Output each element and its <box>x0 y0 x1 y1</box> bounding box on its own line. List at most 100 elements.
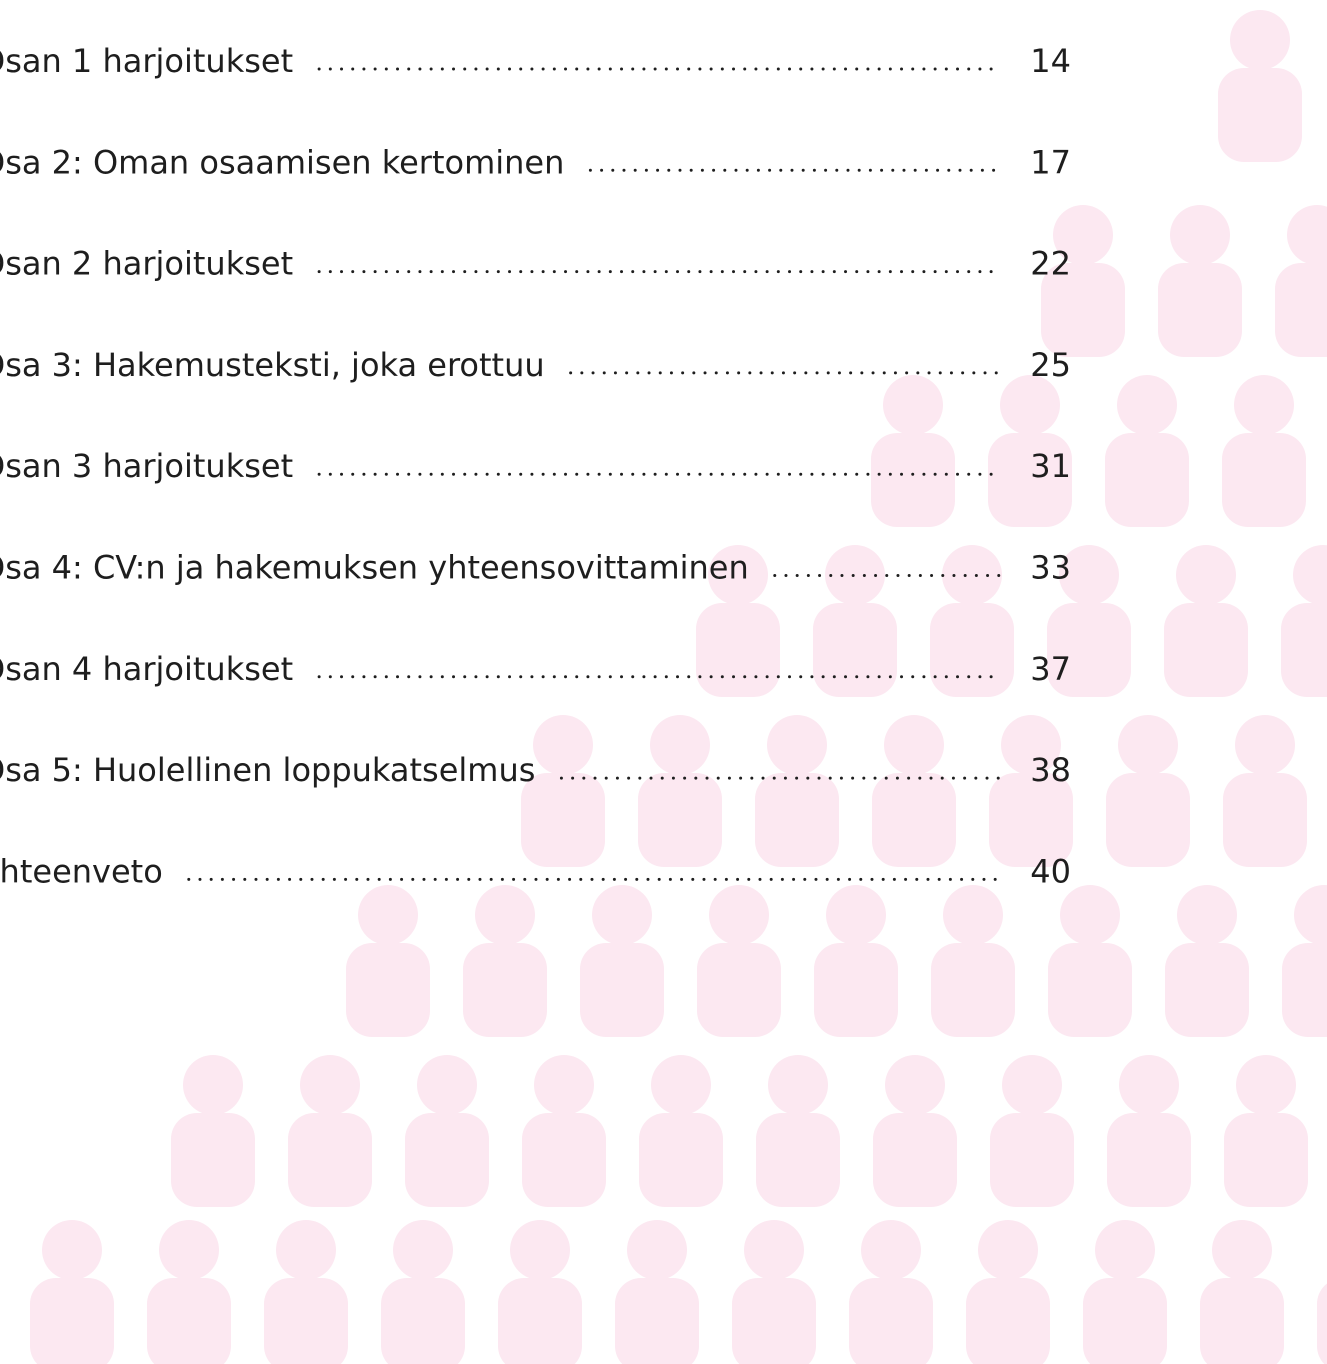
page-number: 14 <box>1030 42 1071 80</box>
person-icon <box>814 885 898 1037</box>
person-icon <box>1165 885 1249 1037</box>
person-body <box>498 1278 582 1364</box>
person-icon <box>1083 1220 1167 1364</box>
person-body <box>1107 1113 1191 1207</box>
page-number: 40 <box>1030 852 1071 890</box>
person-icon <box>1107 1055 1191 1207</box>
person-icon <box>498 1220 582 1364</box>
person-icon <box>989 715 1073 867</box>
page-number: 38 <box>1030 751 1071 789</box>
person-icon <box>638 715 722 867</box>
person-icon <box>732 1220 816 1364</box>
page-number: 17 <box>1030 143 1071 181</box>
person-body <box>696 603 780 697</box>
person-head <box>978 1220 1038 1280</box>
entry-title: Osan 2 harjoitukset <box>0 245 293 283</box>
person-body <box>463 943 547 1037</box>
person-head <box>884 715 944 775</box>
person-head <box>942 545 1002 605</box>
entry-title: Yhteenveto <box>0 852 163 890</box>
person-icon <box>521 715 605 867</box>
person-head <box>417 1055 477 1115</box>
person-icon <box>171 1055 255 1207</box>
person-body <box>30 1278 114 1364</box>
person-body <box>638 773 722 867</box>
person-body <box>147 1278 231 1364</box>
person-head <box>768 1055 828 1115</box>
person-body <box>405 1113 489 1207</box>
person-icon <box>755 715 839 867</box>
person-head <box>1095 1220 1155 1280</box>
person-body <box>1275 263 1327 357</box>
person-icon <box>580 885 664 1037</box>
person-body <box>1281 603 1327 697</box>
person-body <box>1158 263 1242 357</box>
toc-entry: Osan 2 harjoitukset 22 <box>0 245 1071 283</box>
person-icon <box>288 1055 372 1207</box>
person-head <box>861 1220 921 1280</box>
entry-title: Osa 2: Oman osaamisen kertominen <box>0 143 564 181</box>
person-head <box>300 1055 360 1115</box>
person-head <box>393 1220 453 1280</box>
person-head <box>42 1220 102 1280</box>
person-head <box>883 375 943 435</box>
toc-page: Osan 1 harjoitukset14 Osa 2: Oman osaamis… <box>0 0 1327 1364</box>
person-head <box>1287 205 1327 265</box>
toc-entry: Osa 2: Oman osaamisen kertominen 17 <box>0 143 1071 181</box>
entry-title: Osan 4 harjoitukset <box>0 650 293 688</box>
person-head <box>159 1220 219 1280</box>
person-icon <box>871 375 955 527</box>
person-icon <box>756 1055 840 1207</box>
person-body <box>1222 433 1306 527</box>
page-number: 33 <box>1030 549 1071 587</box>
person-body <box>1105 433 1189 527</box>
person-head <box>627 1220 687 1280</box>
person-body <box>264 1278 348 1364</box>
entry-title: Osa 4: CV:n ja hakemuksen yhteensovittam… <box>0 549 749 587</box>
person-body <box>931 943 1015 1037</box>
person-body <box>930 603 1014 697</box>
person-head <box>1235 715 1295 775</box>
person-icon <box>463 885 547 1037</box>
person-head <box>183 1055 243 1115</box>
person-head <box>510 1220 570 1280</box>
person-icon <box>1281 545 1327 697</box>
person-head <box>1212 1220 1272 1280</box>
person-head <box>744 1220 804 1280</box>
page-number: 22 <box>1030 245 1071 283</box>
person-body <box>639 1113 723 1207</box>
person-icon <box>1200 1220 1284 1364</box>
person-body <box>756 1113 840 1207</box>
person-icon <box>615 1220 699 1364</box>
person-head <box>358 885 418 945</box>
person-body <box>1083 1278 1167 1364</box>
person-head <box>1117 375 1177 435</box>
person-body <box>346 943 430 1037</box>
person-body <box>732 1278 816 1364</box>
person-head <box>1119 1055 1179 1115</box>
person-icon <box>1105 375 1189 527</box>
entry-title: Osa 5: Huolellinen loppukatselmus <box>0 751 535 789</box>
person-body <box>288 1113 372 1207</box>
person-head <box>1176 545 1236 605</box>
person-head <box>1236 1055 1296 1115</box>
person-body <box>615 1278 699 1364</box>
person-head <box>943 885 1003 945</box>
person-head <box>592 885 652 945</box>
person-body <box>1200 1278 1284 1364</box>
person-icon <box>966 1220 1050 1364</box>
toc-entry: Osa 4: CV:n ja hakemuksen yhteensovittam… <box>0 549 1071 587</box>
person-head <box>276 1220 336 1280</box>
person-head <box>1170 205 1230 265</box>
page-number: 31 <box>1030 447 1071 485</box>
person-icon <box>522 1055 606 1207</box>
person-icon <box>1317 1220 1327 1364</box>
person-body <box>873 1113 957 1207</box>
person-head <box>826 885 886 945</box>
entry-title: Osa 3: Hakemusteksti, joka erottuu <box>0 346 545 384</box>
person-head <box>1177 885 1237 945</box>
person-icon <box>1275 205 1327 357</box>
person-head <box>1234 375 1294 435</box>
person-body <box>1223 773 1307 867</box>
